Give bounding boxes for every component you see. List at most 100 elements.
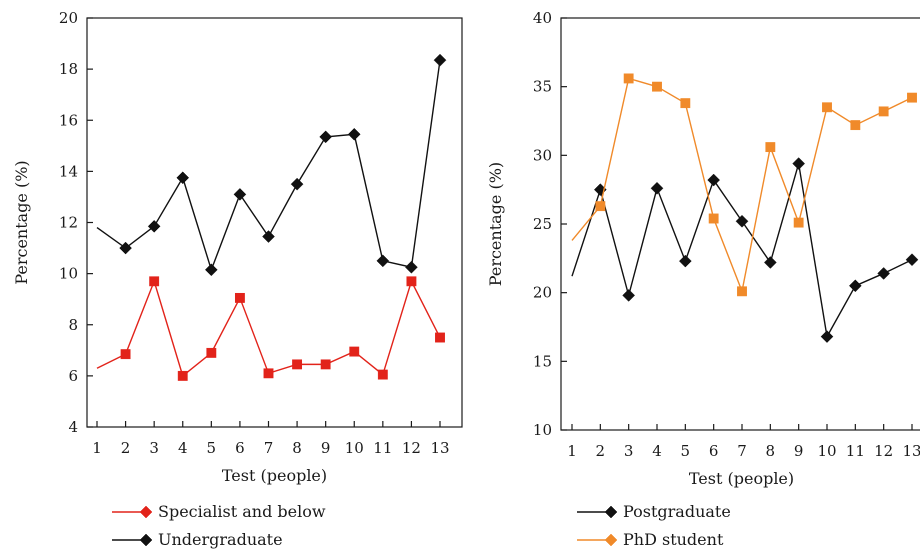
- y-tick-label: 20: [59, 9, 78, 27]
- data-point: [850, 120, 861, 131]
- data-point: [622, 289, 636, 302]
- x-tick-label: 11: [846, 442, 865, 460]
- x-axis-title: Test (people): [689, 469, 794, 488]
- data-point: [347, 127, 361, 141]
- data-point: [320, 359, 331, 370]
- x-tick-label: 3: [149, 439, 159, 457]
- data-point: [433, 53, 447, 67]
- data-point: [177, 370, 188, 381]
- data-point: [149, 276, 160, 287]
- y-tick-label: 20: [533, 284, 552, 302]
- data-point: [204, 263, 218, 277]
- data-point: [349, 346, 360, 357]
- x-tick-label: 5: [681, 442, 691, 460]
- y-tick-label: 12: [59, 214, 78, 232]
- data-point: [848, 279, 862, 293]
- legend-entry: Postgraduate: [577, 502, 731, 521]
- y-tick-label: 4: [68, 418, 78, 436]
- y-tick-label: 10: [59, 265, 78, 283]
- x-tick-label: 9: [794, 442, 804, 460]
- legend-entry: PhD student: [577, 530, 724, 549]
- data-point: [319, 130, 333, 144]
- x-tick-label: 7: [737, 442, 747, 460]
- y-tick-label: 6: [68, 367, 78, 385]
- data-point: [262, 230, 275, 243]
- data-point: [405, 260, 418, 274]
- data-point: [678, 254, 692, 268]
- data-point: [877, 267, 891, 280]
- x-tick-label: 4: [178, 439, 188, 457]
- x-tick-label: 6: [709, 442, 719, 460]
- x-tick-label: 11: [373, 439, 392, 457]
- y-tick-label: 10: [533, 421, 552, 439]
- x-tick-label: 13: [902, 442, 920, 460]
- series-1: [571, 73, 917, 297]
- x-tick-label: 12: [402, 439, 421, 457]
- legend-entry: Undergraduate: [112, 530, 283, 549]
- legend-label: Postgraduate: [623, 502, 731, 521]
- data-point: [377, 369, 388, 380]
- x-tick-label: 2: [121, 439, 131, 457]
- series-0: [571, 157, 919, 343]
- series-1: [96, 53, 447, 277]
- data-point: [119, 241, 132, 255]
- x-tick-label: 6: [235, 439, 245, 457]
- y-tick-label: 30: [533, 146, 552, 164]
- x-tick-label: 9: [321, 439, 331, 457]
- legend-label: Undergraduate: [158, 530, 283, 549]
- y-tick-label: 40: [533, 9, 552, 27]
- x-tick-label: 2: [596, 442, 606, 460]
- y-tick-label: 16: [59, 111, 78, 129]
- x-tick-label: 8: [292, 439, 302, 457]
- data-point: [765, 142, 776, 153]
- data-point: [905, 253, 919, 267]
- x-tick-label: 8: [766, 442, 776, 460]
- series-line: [96, 279, 441, 378]
- y-tick-label: 14: [59, 162, 78, 180]
- data-point: [792, 157, 806, 170]
- y-axis-title: Percentage (%): [486, 162, 505, 286]
- data-point: [206, 347, 217, 358]
- data-point: [595, 201, 606, 212]
- x-tick-label: 13: [430, 439, 449, 457]
- legend-marker: [604, 533, 618, 547]
- y-tick-label: 35: [533, 78, 552, 96]
- data-point: [623, 73, 634, 84]
- series-0: [96, 276, 445, 381]
- data-point: [822, 102, 832, 113]
- data-point: [680, 98, 691, 109]
- legend-marker: [139, 533, 153, 547]
- data-point: [737, 286, 747, 297]
- legend-label: Specialist and below: [158, 502, 326, 521]
- data-point: [234, 292, 245, 303]
- y-tick-label: 15: [533, 352, 552, 370]
- data-point: [735, 214, 749, 228]
- data-point: [120, 349, 131, 360]
- data-point: [907, 92, 917, 103]
- x-tick-label: 12: [874, 442, 893, 460]
- x-tick-label: 1: [92, 439, 102, 457]
- data-point: [652, 81, 662, 92]
- legend-label: PhD student: [623, 530, 724, 549]
- data-point: [793, 217, 804, 228]
- x-tick-label: 3: [624, 442, 634, 460]
- x-tick-label: 10: [345, 439, 364, 457]
- plot-frame: [86, 17, 463, 428]
- y-tick-label: 8: [68, 316, 78, 334]
- x-tick-label: 10: [817, 442, 836, 460]
- data-point: [263, 368, 274, 379]
- x-tick-label: 1: [567, 442, 577, 460]
- y-tick-label: 18: [59, 60, 78, 78]
- data-point: [176, 171, 190, 185]
- data-point: [406, 276, 417, 287]
- x-tick-label: 7: [264, 439, 274, 457]
- y-tick-label: 25: [533, 215, 552, 233]
- data-point: [233, 188, 247, 201]
- y-axis-title: Percentage (%): [12, 160, 31, 284]
- data-point: [707, 173, 721, 187]
- data-point: [147, 219, 161, 233]
- x-tick-label: 4: [652, 442, 662, 460]
